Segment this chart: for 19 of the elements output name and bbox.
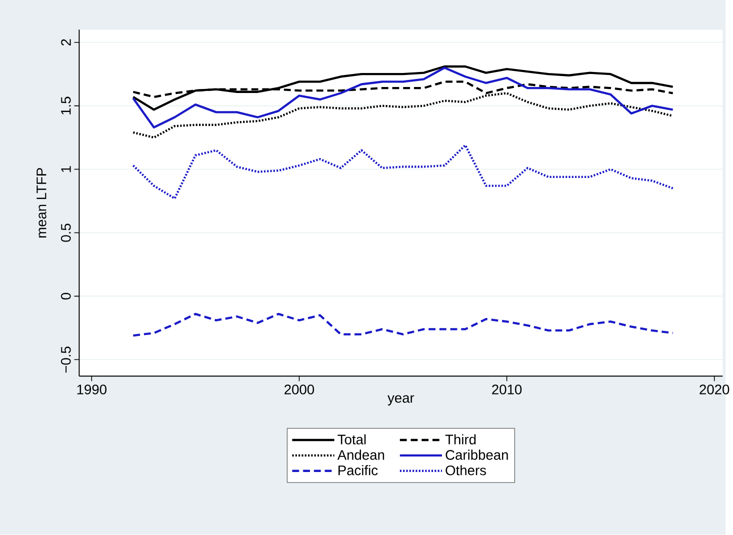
- y-tick-label: 1.5: [61, 97, 71, 115]
- y-tick-label: 0.5: [60, 224, 71, 242]
- y-tick-label: 1: [61, 166, 71, 172]
- line-series: [132, 66, 674, 129]
- x-tick-label: 2020: [700, 384, 730, 395]
- x-tick-label: 2010: [492, 384, 522, 395]
- legend-label: Andean: [337, 450, 384, 460]
- y-tick-label: 2: [61, 39, 71, 46]
- x-tick-label: 1990: [77, 384, 106, 395]
- x-axis-title: year: [388, 395, 414, 406]
- legend-label: Caribbean: [446, 450, 508, 460]
- x-tick-label: 2000: [284, 384, 314, 395]
- y-tick-label: 0: [60, 293, 71, 300]
- legend-label: Third: [445, 434, 476, 445]
- legend-label: Others: [446, 465, 486, 476]
- y-tick-label: −0.5: [60, 346, 71, 373]
- legend-label: Total: [338, 434, 366, 445]
- legend-label: Pacific: [338, 465, 378, 476]
- y-axis-title: mean LTFP: [36, 168, 46, 238]
